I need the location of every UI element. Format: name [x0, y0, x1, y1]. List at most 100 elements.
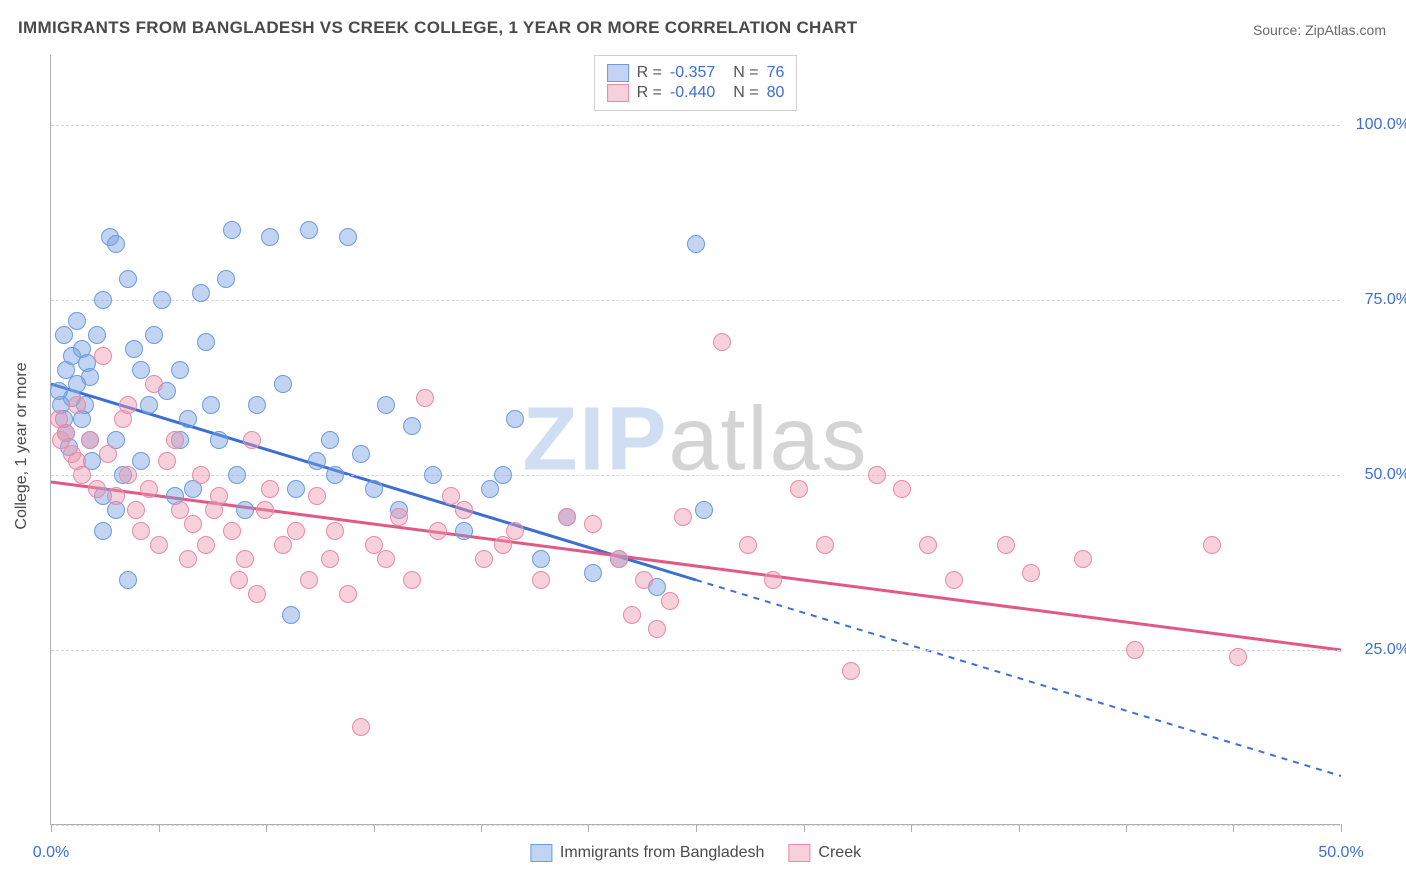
- scatter-point: [197, 536, 215, 554]
- x-tick: [1019, 824, 1020, 832]
- scatter-point: [88, 480, 106, 498]
- watermark-atlas: atlas: [668, 389, 868, 489]
- scatter-point: [94, 291, 112, 309]
- scatter-point: [424, 466, 442, 484]
- legend-r-label: R =: [637, 84, 662, 102]
- scatter-point: [455, 501, 473, 519]
- legend-swatch: [607, 84, 629, 102]
- legend-swatch: [607, 64, 629, 82]
- gridline: [51, 300, 1340, 301]
- scatter-point: [377, 550, 395, 568]
- scatter-point: [68, 396, 86, 414]
- scatter-point: [171, 361, 189, 379]
- legend-series-label: Immigrants from Bangladesh: [560, 844, 765, 862]
- scatter-point: [687, 235, 705, 253]
- scatter-point: [197, 333, 215, 351]
- scatter-point: [57, 424, 75, 442]
- scatter-point: [377, 396, 395, 414]
- scatter-point: [158, 452, 176, 470]
- scatter-point: [695, 501, 713, 519]
- scatter-point: [739, 536, 757, 554]
- scatter-point: [321, 431, 339, 449]
- scatter-point: [119, 270, 137, 288]
- x-tick: [1233, 824, 1234, 832]
- scatter-point: [81, 431, 99, 449]
- legend-correlation: R =-0.357N =76R =-0.440N =80: [594, 55, 798, 111]
- scatter-point: [584, 515, 602, 533]
- scatter-point: [73, 466, 91, 484]
- scatter-point: [532, 571, 550, 589]
- x-tick: [1126, 824, 1127, 832]
- scatter-point: [429, 522, 447, 540]
- scatter-point: [648, 620, 666, 638]
- y-tick-label: 25.0%: [1365, 641, 1406, 659]
- x-tick: [804, 824, 805, 832]
- scatter-point: [1229, 648, 1247, 666]
- scatter-point: [403, 417, 421, 435]
- chart-title: IMMIGRANTS FROM BANGLADESH VS CREEK COLL…: [18, 18, 857, 38]
- x-tick: [481, 824, 482, 832]
- scatter-point: [127, 501, 145, 519]
- y-tick-label: 50.0%: [1365, 466, 1406, 484]
- scatter-point: [339, 228, 357, 246]
- legend-n-value: 76: [767, 64, 785, 82]
- scatter-point: [308, 487, 326, 505]
- scatter-point: [868, 466, 886, 484]
- scatter-point: [584, 564, 602, 582]
- scatter-point: [236, 550, 254, 568]
- scatter-point: [494, 466, 512, 484]
- legend-swatch: [788, 844, 810, 862]
- scatter-point: [919, 536, 937, 554]
- scatter-point: [210, 487, 228, 505]
- scatter-point: [532, 550, 550, 568]
- scatter-point: [623, 606, 641, 624]
- x-tick: [266, 824, 267, 832]
- scatter-point: [99, 445, 117, 463]
- scatter-point: [230, 571, 248, 589]
- scatter-point: [352, 718, 370, 736]
- scatter-point: [506, 522, 524, 540]
- scatter-point: [300, 221, 318, 239]
- x-tick: [911, 824, 912, 832]
- scatter-point: [352, 445, 370, 463]
- legend-swatch: [530, 844, 552, 862]
- scatter-point: [893, 480, 911, 498]
- x-tick: [374, 824, 375, 832]
- scatter-point: [287, 522, 305, 540]
- scatter-point: [94, 522, 112, 540]
- scatter-point: [107, 487, 125, 505]
- scatter-point: [256, 501, 274, 519]
- legend-series: Immigrants from Bangladesh Creek: [530, 844, 861, 862]
- scatter-point: [455, 522, 473, 540]
- y-tick-label: 100.0%: [1356, 116, 1406, 134]
- scatter-point: [179, 550, 197, 568]
- scatter-point: [192, 466, 210, 484]
- x-tick-label: 50.0%: [1318, 844, 1363, 862]
- scatter-point: [217, 270, 235, 288]
- scatter-point: [223, 221, 241, 239]
- scatter-point: [125, 340, 143, 358]
- watermark-zip: ZIP: [522, 389, 668, 489]
- scatter-point: [321, 550, 339, 568]
- legend-series-item: Creek: [788, 844, 861, 862]
- legend-series-label: Creek: [818, 844, 861, 862]
- scatter-point: [150, 536, 168, 554]
- scatter-point: [1203, 536, 1221, 554]
- scatter-point: [365, 480, 383, 498]
- scatter-point: [132, 452, 150, 470]
- scatter-point: [81, 368, 99, 386]
- scatter-point: [184, 515, 202, 533]
- scatter-point: [210, 431, 228, 449]
- scatter-point: [287, 480, 305, 498]
- scatter-point: [790, 480, 808, 498]
- scatter-point: [997, 536, 1015, 554]
- scatter-point: [274, 536, 292, 554]
- scatter-point: [339, 585, 357, 603]
- scatter-point: [481, 480, 499, 498]
- scatter-point: [274, 375, 292, 393]
- scatter-point: [1126, 641, 1144, 659]
- x-tick: [159, 824, 160, 832]
- scatter-point: [475, 550, 493, 568]
- scatter-point: [107, 235, 125, 253]
- scatter-point: [228, 466, 246, 484]
